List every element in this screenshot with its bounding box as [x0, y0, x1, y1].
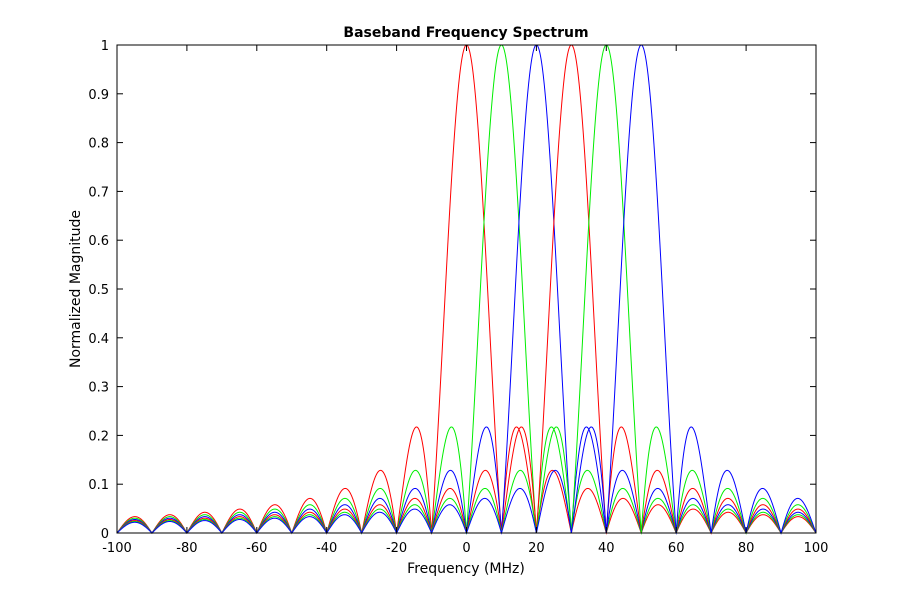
x-tick-label: -20 — [386, 541, 407, 556]
series-line-3 — [116, 44, 817, 535]
series-line-6 — [116, 44, 817, 535]
series-layer — [116, 44, 817, 535]
x-tick-label: -100 — [102, 541, 132, 556]
x-tick-label: 0 — [462, 541, 470, 556]
x-tick-label: -40 — [316, 541, 337, 556]
y-tick-label: 0.5 — [88, 283, 109, 298]
y-tick-label: 0.1 — [88, 478, 109, 493]
axes-layer: -100 -80 -60 -40 -20 0 20 40 60 80 100 0 0.1 0.2 0.3 0.… — [88, 39, 828, 556]
y-tick-label: 1 — [101, 39, 109, 54]
y-tick-label: 0 — [101, 527, 109, 542]
y-tick-label: 0.9 — [88, 88, 109, 103]
x-tick-label: -80 — [176, 541, 197, 556]
y-tick-label: 0.7 — [88, 185, 109, 200]
x-tick-label: -60 — [246, 541, 267, 556]
plot-frame — [116, 44, 817, 534]
y-tick-label: 0.6 — [88, 234, 109, 249]
series-line-4 — [116, 44, 817, 535]
y-tick-label: 0.3 — [88, 381, 109, 396]
y-tick-label: 0.8 — [88, 137, 109, 152]
x-axis-label: Frequency (MHz) — [407, 561, 525, 577]
x-tick-label: 100 — [804, 541, 829, 556]
y-tick-label: 0.2 — [88, 429, 109, 444]
x-tick-label: 20 — [528, 541, 545, 556]
series-line-2 — [116, 44, 817, 535]
x-tick-label: 40 — [598, 541, 615, 556]
y-tick-label: 0.4 — [88, 332, 109, 347]
x-tick-label: 80 — [738, 541, 755, 556]
series-line-1 — [116, 44, 817, 535]
series-line-5 — [116, 44, 817, 535]
y-axis-label: Normalized Magnitude — [68, 210, 84, 368]
x-tick-label: 60 — [668, 541, 685, 556]
chart-title: Baseband Frequency Spectrum — [343, 25, 588, 41]
